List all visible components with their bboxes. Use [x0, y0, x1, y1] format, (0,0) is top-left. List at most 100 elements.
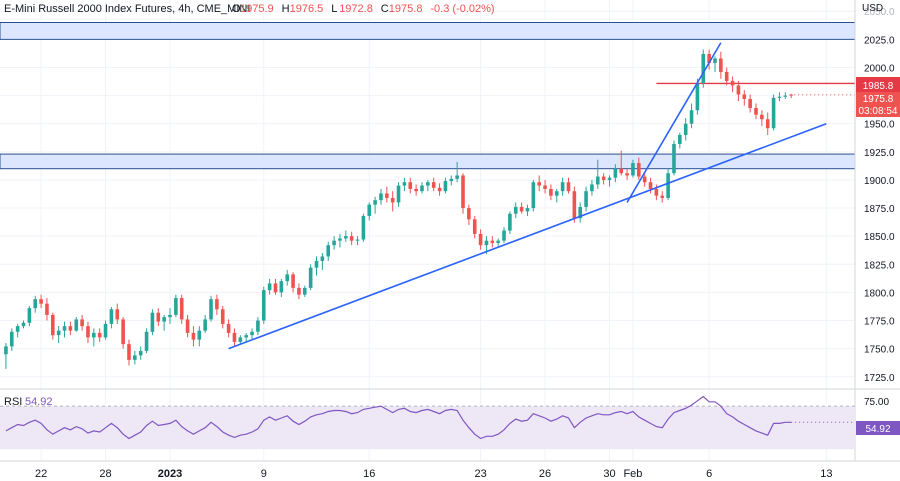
candle[interactable] [402, 177, 407, 192]
candle[interactable] [590, 179, 594, 196]
candle[interactable] [115, 303, 120, 324]
candle[interactable] [584, 186, 588, 212]
candle[interactable] [168, 308, 172, 324]
candle[interactable] [426, 179, 430, 192]
candle[interactable] [771, 94, 776, 131]
candle[interactable] [490, 236, 495, 248]
candle[interactable] [220, 305, 225, 329]
candle[interactable] [695, 78, 700, 115]
candle[interactable] [162, 314, 166, 331]
price-axis[interactable]: 1725.0 1750.0 1775.0 1800.0 1825.0 1850.0 1875… [864, 7, 895, 384]
candle[interactable] [525, 204, 530, 216]
candle[interactable] [537, 175, 541, 192]
candle[interactable] [308, 264, 313, 291]
candle[interactable] [226, 319, 231, 338]
candle[interactable] [549, 184, 553, 201]
candle[interactable] [760, 110, 764, 126]
candle[interactable] [754, 103, 758, 120]
candle[interactable] [666, 168, 670, 201]
candle[interactable] [736, 80, 741, 102]
candle[interactable] [156, 308, 161, 327]
candle[interactable] [508, 211, 512, 234]
candle[interactable] [455, 161, 459, 183]
candle[interactable] [560, 177, 565, 196]
candle[interactable] [215, 294, 219, 315]
candle[interactable] [261, 286, 266, 324]
candle[interactable] [56, 326, 61, 344]
candle[interactable] [554, 188, 559, 203]
candle[interactable] [21, 320, 26, 329]
candle[interactable] [9, 328, 14, 351]
candle[interactable] [414, 184, 418, 196]
candle[interactable] [33, 295, 38, 313]
candle[interactable] [777, 92, 782, 102]
candle[interactable] [543, 179, 547, 194]
candle[interactable] [338, 233, 342, 248]
candle[interactable] [689, 103, 694, 129]
candle[interactable] [361, 213, 366, 242]
candle[interactable] [238, 335, 243, 345]
candle[interactable] [607, 175, 612, 187]
candle[interactable] [713, 56, 717, 72]
candle[interactable] [443, 177, 448, 194]
candle[interactable] [191, 326, 196, 347]
candle[interactable] [144, 328, 149, 354]
candle[interactable] [707, 49, 711, 70]
candle[interactable] [185, 314, 190, 338]
candle[interactable] [467, 204, 471, 225]
candle[interactable] [121, 317, 125, 349]
candle[interactable] [642, 173, 647, 187]
candle[interactable] [496, 238, 500, 248]
candle[interactable] [314, 256, 319, 276]
candle[interactable] [45, 298, 49, 321]
time-axis[interactable]: 22 28 2023 9 16 23 26 30 Feb 6 13 [35, 468, 832, 480]
candle[interactable] [390, 191, 395, 212]
candle[interactable] [660, 191, 665, 203]
candle[interactable] [209, 295, 213, 322]
candle[interactable] [672, 140, 676, 176]
candle[interactable] [765, 112, 770, 135]
candle[interactable] [461, 173, 465, 214]
candle[interactable] [62, 321, 67, 338]
candle[interactable] [86, 321, 90, 344]
candle[interactable] [232, 328, 237, 347]
candle[interactable] [15, 323, 20, 338]
candle[interactable] [719, 51, 723, 79]
candle[interactable] [619, 150, 624, 176]
candle[interactable] [320, 253, 325, 270]
candle[interactable] [724, 67, 729, 86]
candle[interactable] [701, 49, 706, 88]
candle[interactable] [273, 278, 278, 295]
candle[interactable] [349, 231, 354, 246]
candle[interactable] [625, 168, 629, 180]
candle[interactable] [4, 343, 8, 369]
candle[interactable] [92, 328, 96, 347]
candle[interactable] [748, 94, 752, 113]
candle[interactable] [637, 157, 641, 180]
candle[interactable] [420, 182, 424, 194]
candle[interactable] [431, 177, 436, 192]
candle[interactable] [174, 294, 178, 318]
candle[interactable] [267, 278, 272, 295]
candle[interactable] [742, 89, 747, 106]
trendline[interactable] [228, 122, 827, 350]
candle[interactable] [279, 278, 284, 297]
candle[interactable] [566, 177, 571, 194]
candle[interactable] [109, 307, 114, 329]
trendline[interactable] [626, 42, 722, 203]
candle[interactable] [127, 339, 131, 366]
candle[interactable] [344, 230, 348, 242]
candle[interactable] [519, 202, 524, 214]
candle[interactable] [367, 202, 372, 221]
candle[interactable] [783, 92, 788, 99]
candle[interactable] [68, 321, 73, 336]
candle[interactable] [385, 186, 389, 203]
candle[interactable] [595, 159, 600, 189]
candle[interactable] [631, 159, 635, 178]
candle[interactable] [256, 317, 260, 336]
candle[interactable] [138, 346, 143, 360]
candle[interactable] [789, 93, 793, 99]
candle[interactable] [437, 183, 442, 196]
candle[interactable] [103, 320, 108, 340]
